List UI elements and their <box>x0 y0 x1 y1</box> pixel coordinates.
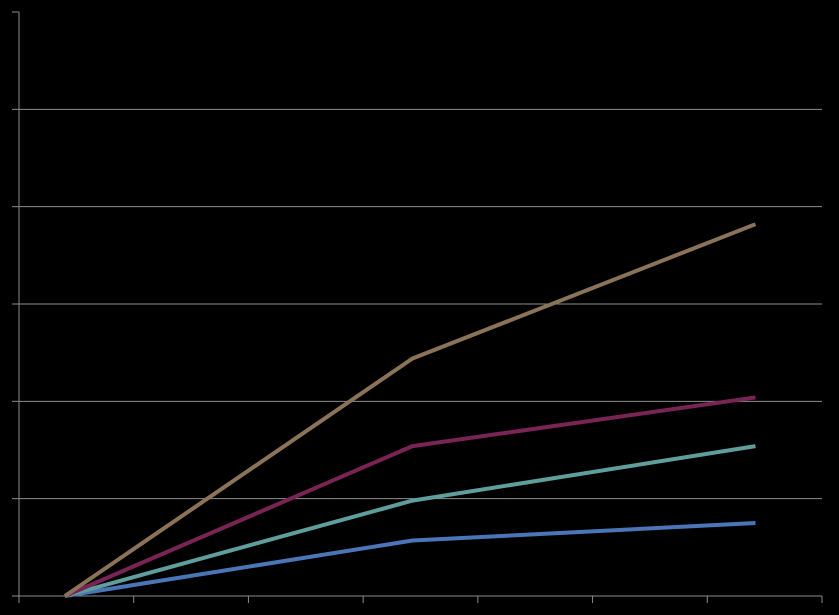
series-line <box>64 444 756 598</box>
series-line <box>64 395 756 598</box>
series-line <box>64 521 756 598</box>
series-line <box>63 222 757 598</box>
